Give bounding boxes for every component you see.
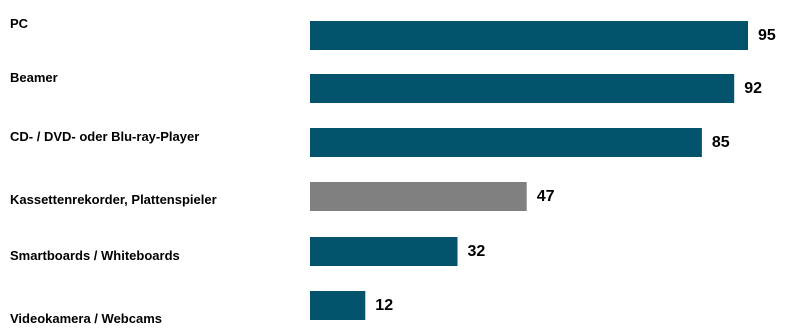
category-label-kassettenrekorder-plattenspieler: Kassettenrekorder, Plattenspieler [10, 192, 217, 207]
category-labels-group: PC Beamer CD- / DVD- oder Blu-ray-Player Ka… [10, 16, 217, 326]
value-label-cd-dvd-oder-blu-ray-player: 85 [712, 134, 730, 151]
value-labels-group: 95 92 85 47 32 12 [375, 27, 776, 314]
bars-group [310, 21, 748, 320]
bar-smartboards-whiteboards [310, 237, 458, 266]
value-label-pc: 95 [758, 27, 776, 44]
category-label-cd-dvd-oder-blu-ray-player: CD- / DVD- oder Blu-ray-Player [10, 129, 199, 144]
category-label-beamer: Beamer [10, 70, 58, 85]
category-label-smartboards-whiteboards: Smartboards / Whiteboards [10, 248, 180, 263]
value-label-beamer: 92 [744, 80, 762, 97]
bar-videokamera-webcams [310, 291, 366, 320]
value-label-kassettenrekorder-plattenspieler: 47 [537, 188, 555, 205]
category-label-pc: PC [10, 16, 29, 31]
bar-beamer [310, 74, 735, 103]
bar-kassettenrekorder-plattenspieler [310, 182, 527, 211]
bar-pc [310, 21, 748, 50]
category-label-videokamera-webcams: Videokamera / Webcams [10, 311, 162, 326]
bar-cd-dvd-oder-blu-ray-player [310, 128, 702, 157]
value-label-videokamera-webcams: 12 [375, 297, 393, 314]
value-label-smartboards-whiteboards: 32 [468, 243, 486, 260]
